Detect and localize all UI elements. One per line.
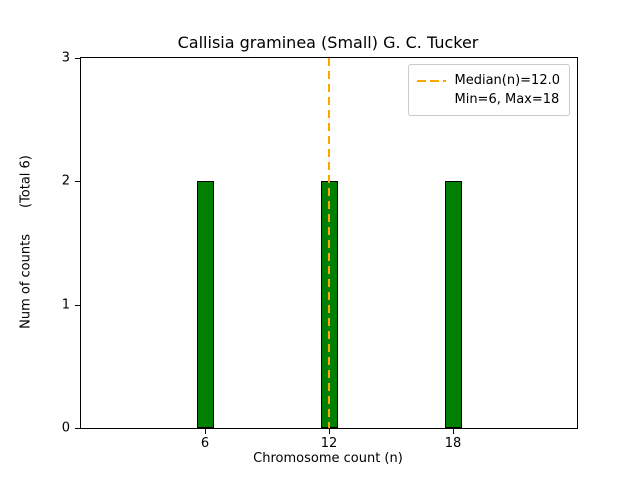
legend-entry-minmax: Min=6, Max=18 [417, 90, 560, 109]
x-tick-label-6: 6 [200, 436, 210, 451]
x-tick-label-18: 18 [444, 436, 462, 451]
x-axis-label: Chromosome count (n) [253, 451, 403, 466]
y-tick-mark-1 [75, 304, 80, 306]
x-tick-mark-12 [329, 429, 330, 434]
y-tick-mark-2 [75, 181, 80, 183]
x-tick-mark-18 [453, 429, 454, 434]
bar-6 [196, 181, 214, 428]
legend-entry-median: Median(n)=12.0 [417, 71, 560, 90]
legend-empty-handle [417, 99, 446, 101]
legend: Median(n)=12.0 Min=6, Max=18 [408, 64, 570, 116]
y-tick-label-2: 2 [61, 173, 70, 189]
legend-label-minmax: Min=6, Max=18 [454, 92, 560, 107]
y-axis-label: Num of counts (Total 6) [19, 155, 34, 329]
y-tick-mark-0 [75, 428, 80, 429]
y-tick-label-1: 1 [61, 297, 70, 313]
y-tick-mark-3 [75, 58, 80, 59]
x-tick-mark-6 [205, 429, 206, 434]
axes: Median(n)=12.0 Min=6, Max=18 6 12 18 0 1 2 3 [62, 51, 578, 451]
median-line [328, 58, 330, 428]
x-tick-label-12: 12 [320, 436, 338, 451]
chart-title: Callisia graminea (Small) G. C. Tucker [177, 33, 479, 52]
y-tick-label-0: 0 [61, 420, 70, 436]
legend-label-median: Median(n)=12.0 [454, 73, 560, 88]
bar-18 [444, 181, 462, 428]
median-dashed-line-icon [417, 79, 447, 82]
y-axis-label-main: Num of counts [18, 234, 34, 329]
y-axis-label-total: (Total 6) [18, 155, 34, 209]
y-tick-label-3: 3 [61, 50, 70, 66]
